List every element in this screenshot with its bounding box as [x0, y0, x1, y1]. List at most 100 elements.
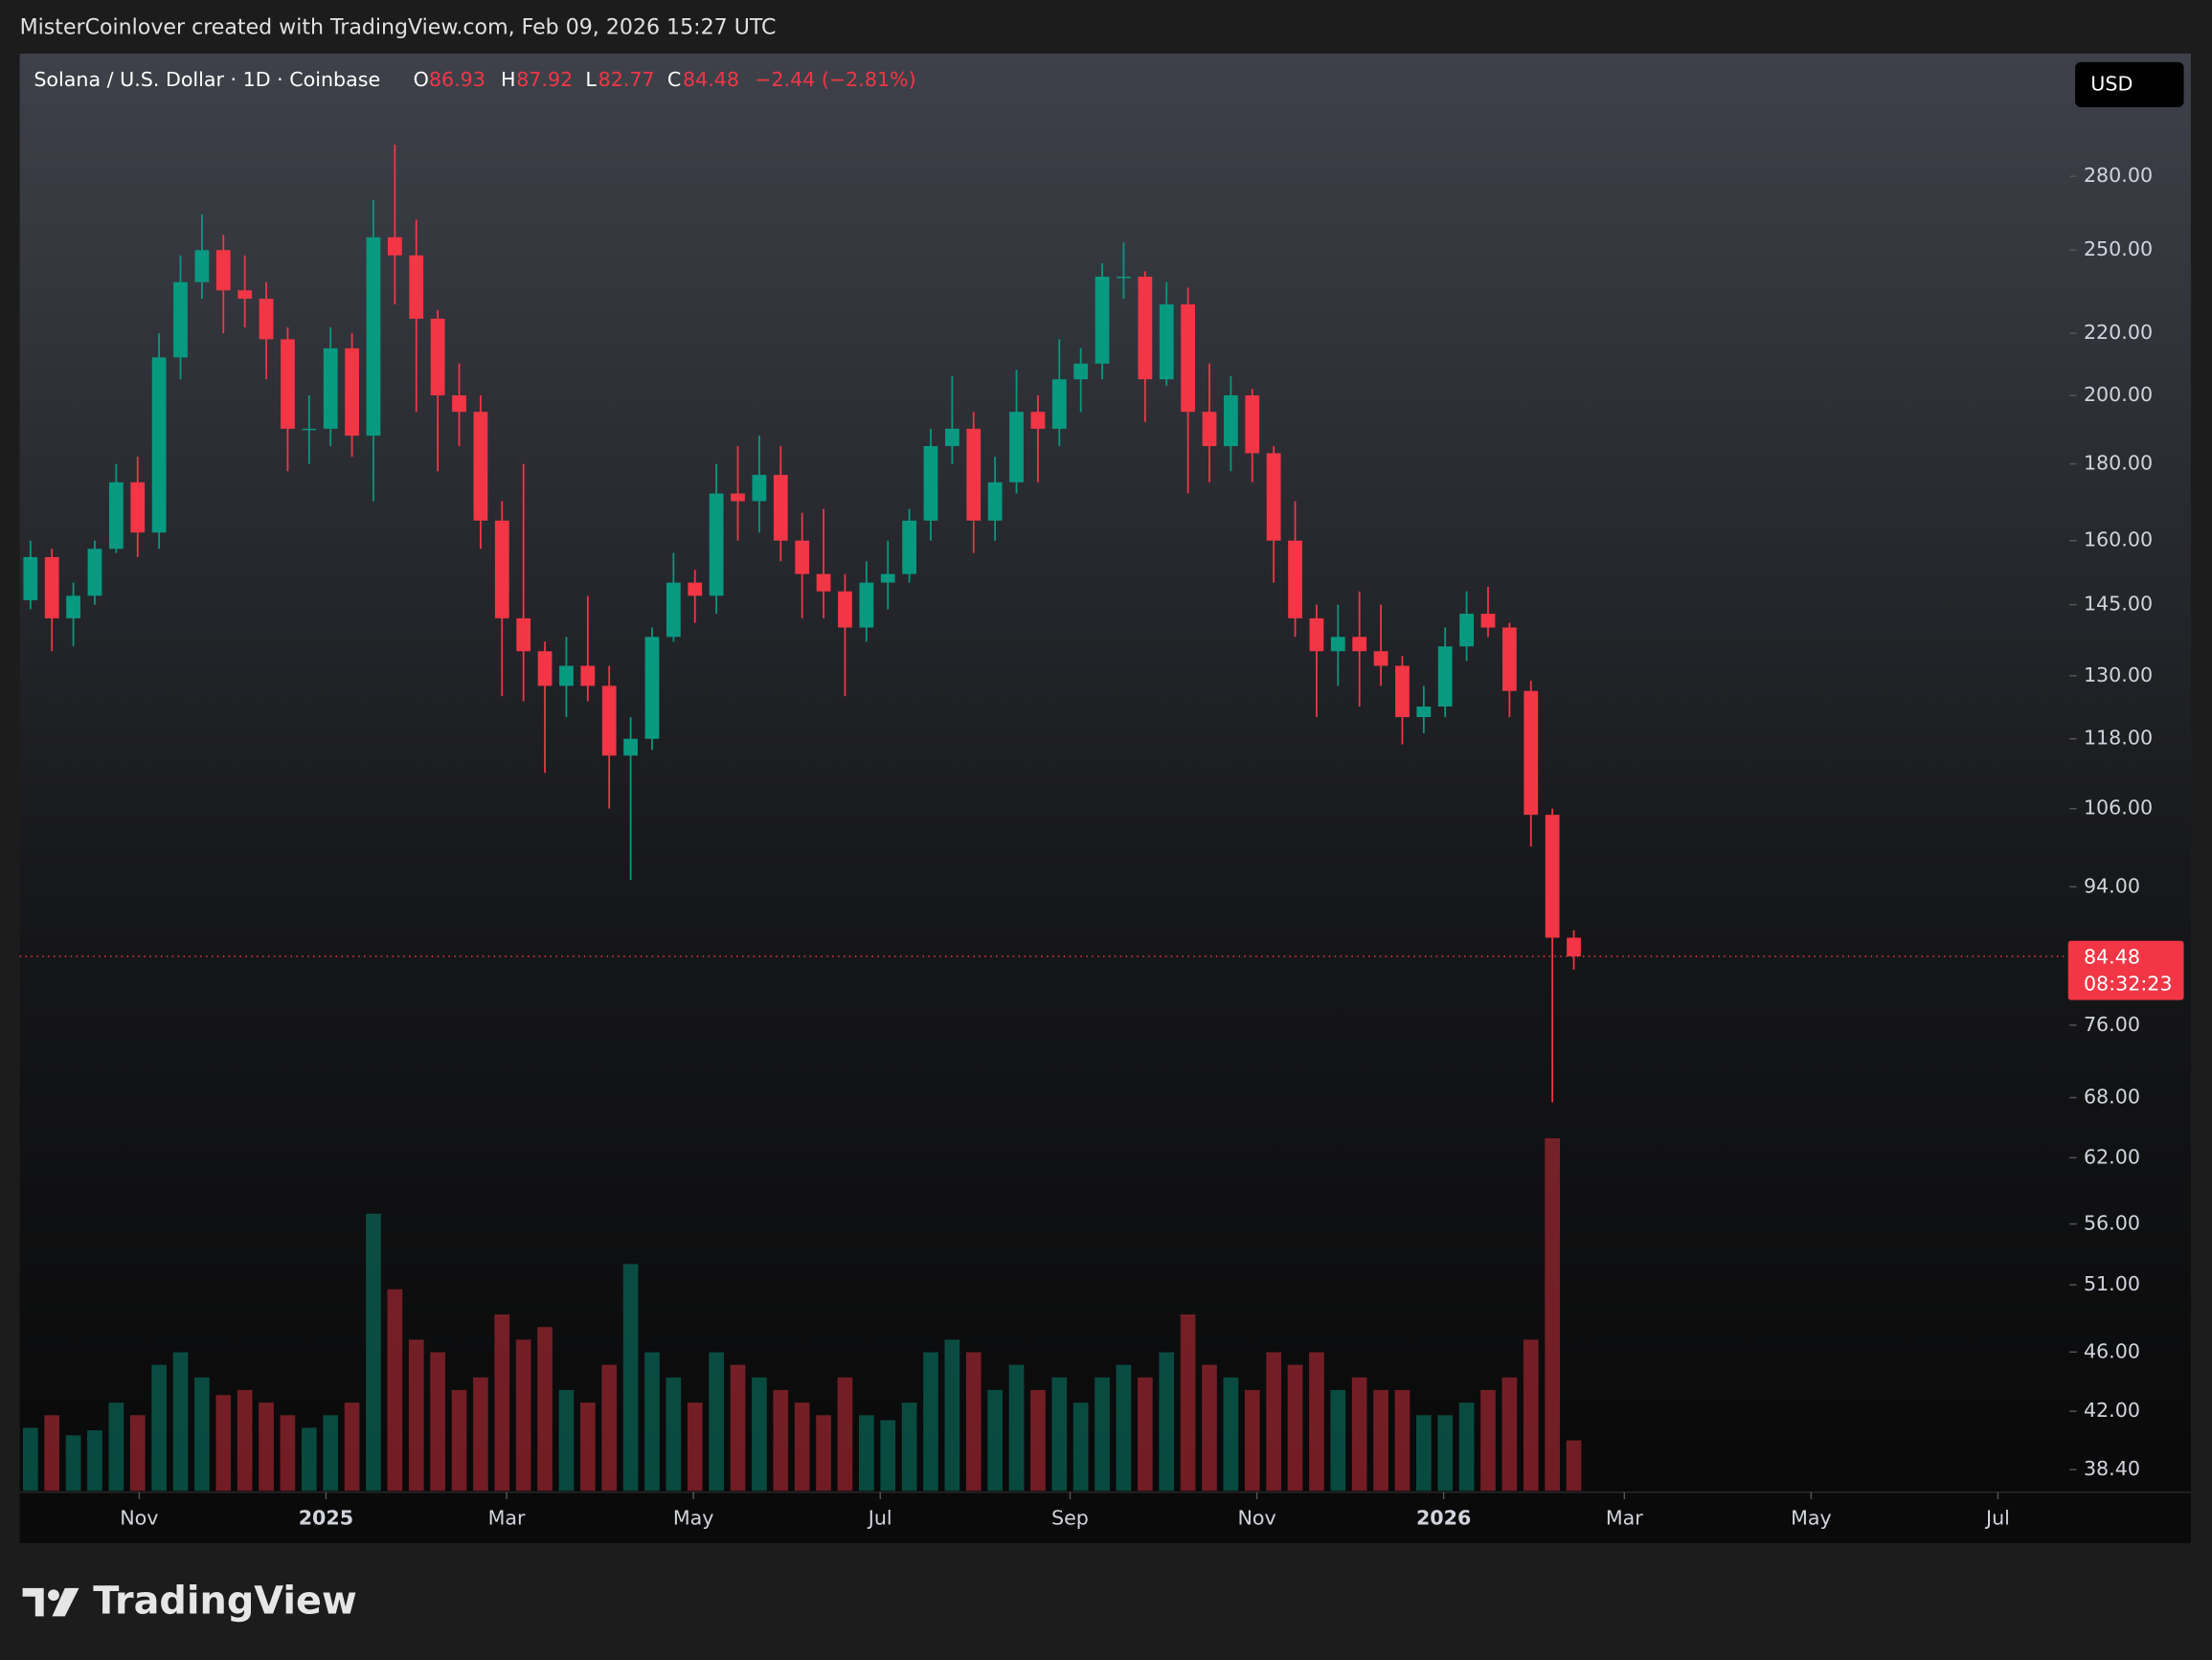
y-tick-label: 200.00 — [2084, 383, 2153, 406]
y-tick-label: 160.00 — [2084, 528, 2153, 551]
candle-body — [323, 348, 338, 429]
y-tick-label: 76.00 — [2084, 1013, 2140, 1036]
volume-bar — [451, 1389, 467, 1492]
candle-body — [644, 637, 660, 739]
x-tick-label: 2026 — [1416, 1507, 1471, 1530]
ohlc-value: 86.93 — [429, 68, 485, 91]
plot-area: 280.00 250.00 220.00 200.00 180.00 160.00 145.… — [19, 145, 2153, 1530]
volume-bar — [944, 1339, 960, 1492]
candle-body — [816, 573, 831, 592]
candle-body — [409, 255, 424, 319]
volume-bar — [1566, 1440, 1582, 1492]
volume-bar — [1095, 1377, 1110, 1492]
candle-body — [23, 556, 38, 600]
candle-body — [1095, 277, 1110, 364]
ohlc-letter: H — [501, 68, 516, 91]
candle-body — [1030, 412, 1046, 429]
volume-bar — [215, 1395, 232, 1492]
ohlc-value: 84.48 — [683, 68, 739, 91]
candle-body — [259, 299, 274, 340]
x-tick-label: Nov — [120, 1507, 158, 1530]
volume-bar — [1437, 1415, 1454, 1492]
volume-bar — [408, 1339, 424, 1492]
candle-body — [345, 348, 359, 437]
candle-body — [1202, 412, 1217, 446]
candle-body — [752, 475, 767, 502]
volume-bar — [1545, 1137, 1560, 1492]
y-tick-label: 62.00 — [2084, 1145, 2140, 1168]
volume-bar — [344, 1402, 360, 1492]
candle-body — [987, 482, 1003, 521]
candle-body — [731, 493, 745, 502]
volume-bar — [837, 1377, 853, 1492]
candle-body — [130, 482, 146, 533]
volume-bar — [22, 1427, 38, 1492]
last-price-label: 84.48 — [2084, 945, 2140, 968]
volume-bar — [1030, 1389, 1046, 1492]
x-tick-label: May — [673, 1507, 714, 1530]
candle-body — [1330, 637, 1345, 652]
logo-icon — [52, 1587, 79, 1617]
candle-body — [151, 357, 167, 533]
volume-bar — [709, 1352, 724, 1492]
volume-bar — [1480, 1389, 1496, 1492]
volume-bar — [87, 1430, 102, 1492]
volume-bar — [858, 1415, 874, 1492]
volume-bar — [1266, 1352, 1281, 1492]
ohlc-value: 82.77 — [598, 68, 655, 91]
x-tick-label: Jul — [1984, 1507, 2010, 1530]
volume-bar — [1394, 1389, 1411, 1492]
candle-body — [1181, 303, 1195, 413]
candle-body — [366, 236, 381, 437]
volume-bar — [666, 1377, 682, 1492]
candle-body — [1524, 690, 1539, 816]
volume-bar — [515, 1339, 531, 1492]
volume-bar — [1501, 1377, 1518, 1492]
volume-bar — [387, 1289, 403, 1492]
candle-body — [1545, 815, 1560, 938]
volume-bar — [1180, 1314, 1196, 1492]
volume-bar — [730, 1364, 746, 1492]
volume-bar — [1330, 1389, 1346, 1492]
x-tick-label: 2025 — [299, 1507, 353, 1530]
volume-bar — [558, 1389, 575, 1492]
candle-body — [494, 520, 509, 618]
candle-body — [580, 665, 596, 686]
candle-body — [1352, 637, 1367, 652]
volume-bar — [987, 1389, 1003, 1492]
volume-bar — [1416, 1415, 1432, 1492]
candle-body — [108, 482, 124, 550]
ohlc-letter: L — [585, 68, 597, 91]
volume-bar — [44, 1415, 60, 1492]
candle-body — [944, 428, 959, 446]
volume-bar — [1116, 1364, 1132, 1492]
y-tick-label: 46.00 — [2084, 1339, 2140, 1362]
volume-bar — [1351, 1377, 1367, 1492]
ohlc-letter: O — [414, 68, 429, 91]
volume-bar — [1159, 1352, 1175, 1492]
volume-bar — [537, 1327, 553, 1492]
volume-bar — [1138, 1377, 1153, 1492]
change-label: −2.44 (−2.81%) — [755, 68, 916, 91]
candle-body — [1309, 617, 1324, 652]
volume-bar — [259, 1402, 274, 1492]
currency-button[interactable] — [2075, 61, 2184, 107]
logo-icon — [22, 1587, 44, 1617]
attribution: MisterCoinlover created with TradingView… — [20, 14, 777, 39]
volume-bar — [194, 1377, 210, 1492]
y-tick-label: 94.00 — [2084, 874, 2140, 897]
candle-body — [387, 236, 402, 256]
volume-bar — [880, 1420, 896, 1492]
candle-body — [1266, 453, 1281, 541]
currency-label[interactable]: USD — [2090, 72, 2133, 95]
candle-body — [1373, 651, 1388, 666]
volume-bar — [1051, 1377, 1068, 1492]
y-tick-label: 145.00 — [2084, 593, 2153, 616]
volume-bar — [1223, 1377, 1239, 1492]
candle-body — [666, 582, 681, 638]
volume-bar — [965, 1352, 982, 1492]
candle-body — [1395, 665, 1410, 718]
candle-body — [923, 445, 938, 521]
volume-bar — [1373, 1389, 1388, 1492]
